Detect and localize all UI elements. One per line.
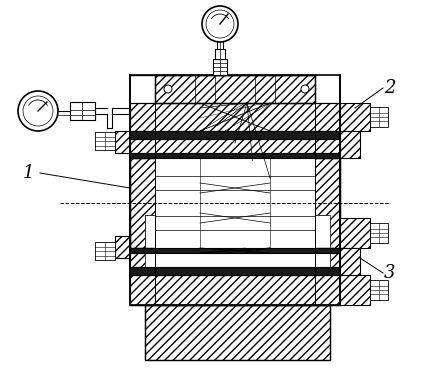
Bar bbox=[130, 267, 340, 275]
Bar bbox=[130, 139, 340, 153]
Bar bbox=[130, 75, 340, 305]
Circle shape bbox=[164, 85, 172, 93]
Bar bbox=[130, 253, 340, 267]
Bar bbox=[217, 41, 223, 49]
Bar bbox=[115, 236, 130, 258]
Bar bbox=[340, 218, 370, 248]
Bar bbox=[370, 107, 388, 127]
Bar bbox=[340, 103, 370, 131]
Bar bbox=[340, 131, 360, 158]
Bar bbox=[155, 75, 315, 103]
Bar bbox=[130, 275, 340, 305]
Bar bbox=[145, 305, 330, 360]
Bar bbox=[115, 131, 130, 153]
Circle shape bbox=[301, 85, 309, 93]
Bar bbox=[130, 153, 340, 158]
Circle shape bbox=[18, 91, 58, 131]
Bar bbox=[95, 132, 115, 150]
Bar bbox=[340, 248, 360, 275]
Bar bbox=[130, 158, 340, 248]
Circle shape bbox=[202, 6, 238, 42]
Bar bbox=[115, 236, 130, 258]
Circle shape bbox=[23, 96, 53, 126]
Bar bbox=[145, 215, 330, 267]
Bar bbox=[130, 275, 340, 305]
Bar bbox=[70, 102, 95, 120]
Bar bbox=[130, 131, 340, 139]
Text: 2: 2 bbox=[384, 79, 396, 97]
Bar bbox=[145, 215, 200, 253]
Bar bbox=[155, 158, 315, 248]
Bar bbox=[370, 280, 388, 300]
Text: 1: 1 bbox=[22, 164, 34, 182]
Bar bbox=[340, 218, 370, 248]
Bar bbox=[145, 305, 330, 360]
Bar bbox=[130, 103, 340, 131]
Bar bbox=[340, 248, 360, 275]
Bar bbox=[340, 275, 370, 305]
Bar bbox=[370, 223, 388, 243]
Bar bbox=[340, 131, 360, 158]
Bar bbox=[340, 275, 370, 305]
Bar bbox=[213, 59, 227, 75]
Bar bbox=[130, 103, 340, 131]
Text: 3: 3 bbox=[384, 264, 396, 282]
Circle shape bbox=[206, 10, 234, 38]
Bar bbox=[270, 215, 325, 253]
Bar bbox=[130, 158, 340, 248]
Bar bbox=[115, 131, 130, 153]
Bar bbox=[130, 248, 340, 253]
Bar bbox=[155, 75, 315, 103]
Bar bbox=[215, 49, 225, 59]
Bar bbox=[95, 242, 115, 260]
Bar bbox=[340, 103, 370, 131]
